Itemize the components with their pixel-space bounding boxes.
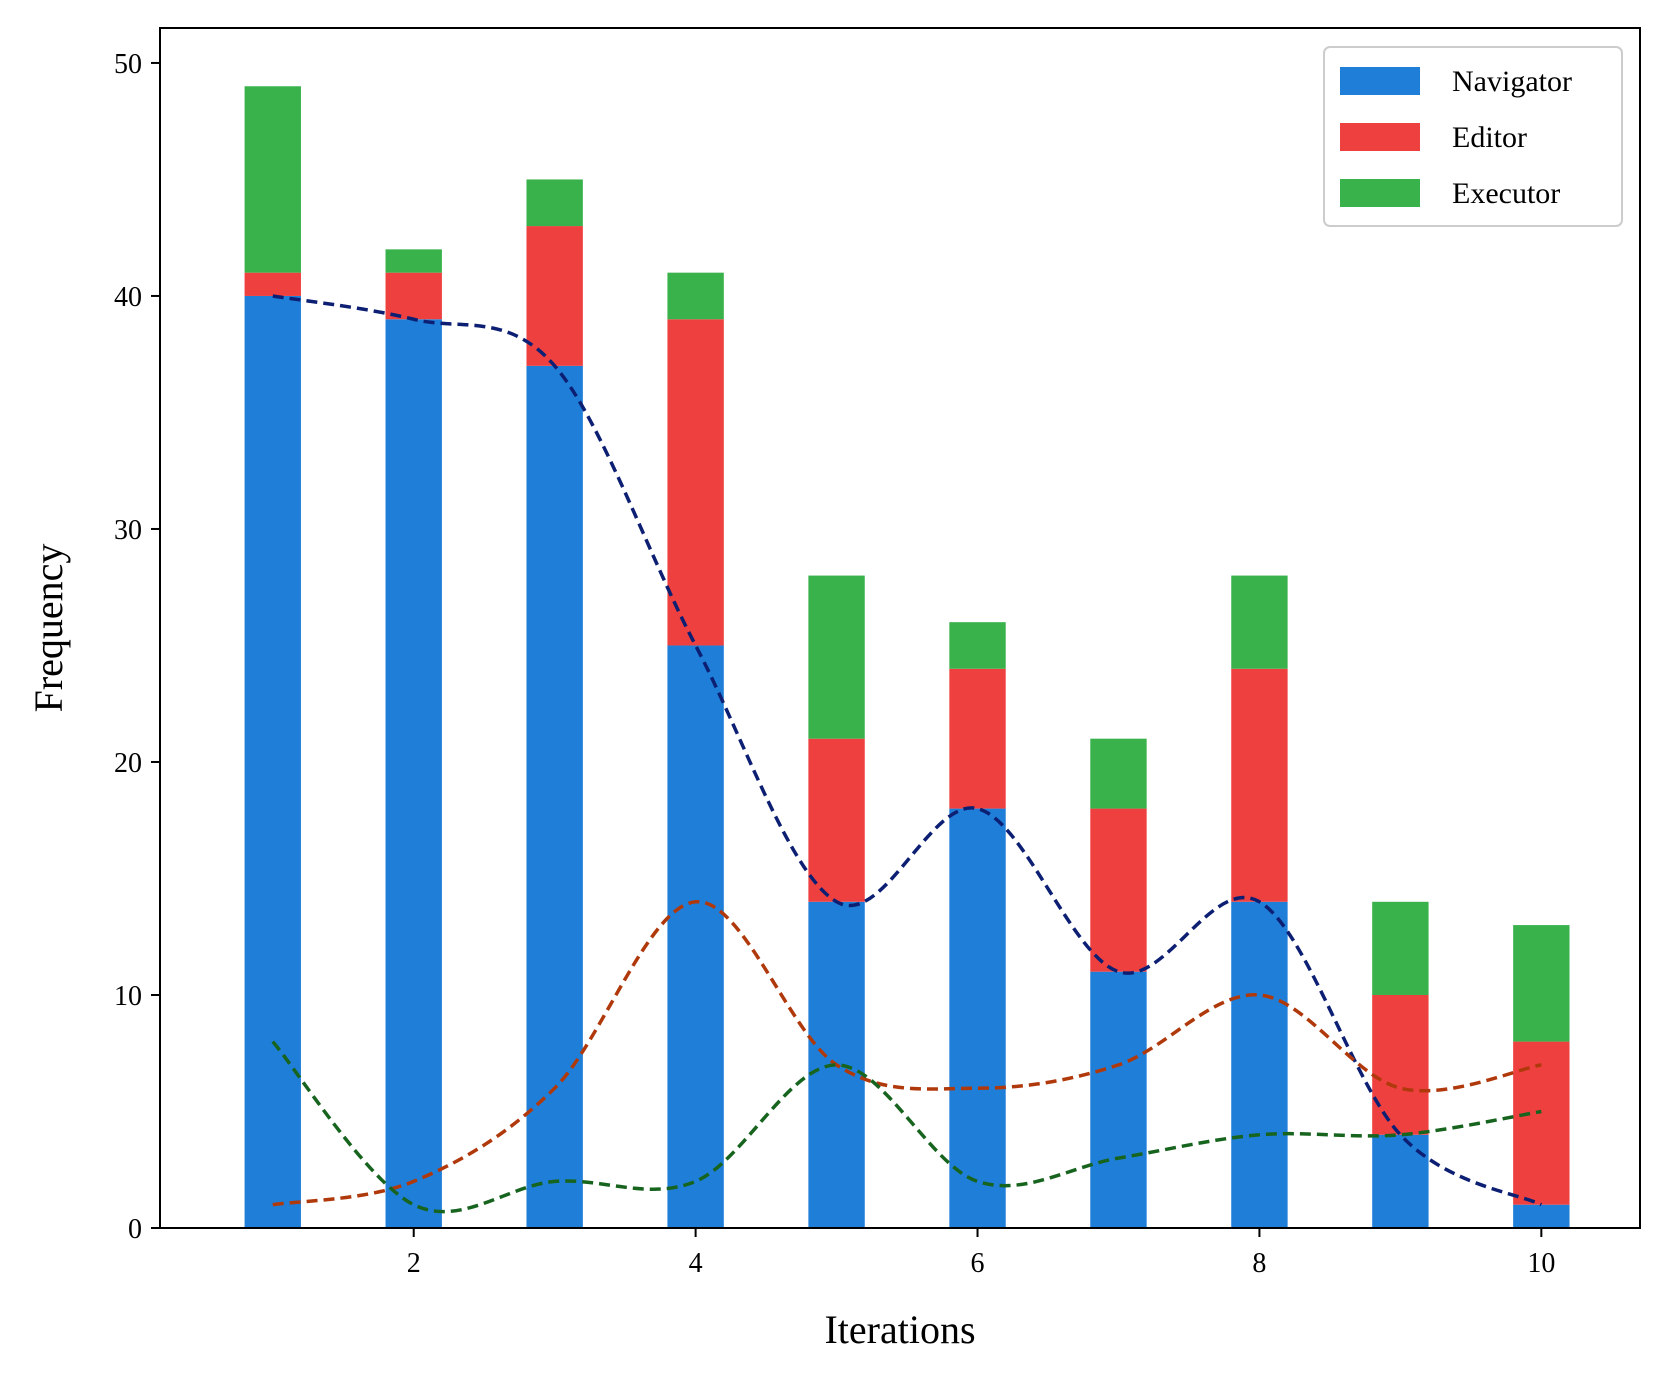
bar-editor-iter-8 [1231,668,1288,902]
bar-executor-iter-9 [1372,901,1429,995]
bar-editor-iter-1 [244,272,301,296]
y-tick-label: 20 [114,748,142,779]
bar-editor-iter-3 [526,226,583,366]
y-tick-label: 10 [114,981,142,1012]
trend-line-executor [271,1040,1542,1214]
bar-navigator-iter-2 [385,319,442,1228]
bar-editor-iter-2 [385,272,442,320]
x-tick-label: 4 [689,1248,703,1279]
legend-swatch-executor [1340,179,1420,207]
trend-lines-layer [271,294,1543,1214]
legend: Navigator Editor Executor [1323,46,1623,227]
legend-label-editor: Editor [1452,121,1527,154]
y-ticks: 0 10 20 30 40 50 [114,49,160,1245]
bar-executor-iter-10 [1513,925,1570,1042]
bar-editor-iter-6 [949,668,1006,809]
y-tick-label: 0 [128,1214,142,1245]
bar-navigator-iter-10 [1513,1204,1570,1228]
bar-editor-iter-5 [808,738,865,902]
bar-navigator-iter-1 [244,295,301,1228]
bar-executor-iter-5 [808,575,865,739]
bar-executor-iter-8 [1231,575,1288,669]
bar-editor-iter-9 [1372,994,1429,1135]
x-axis-title: Iterations [824,1307,975,1352]
bar-executor-iter-4 [667,272,724,320]
bar-editor-iter-4 [667,319,724,646]
bars-layer [244,86,1570,1228]
bar-navigator-iter-7 [1090,971,1147,1228]
bar-navigator-iter-9 [1372,1134,1429,1228]
legend-label-navigator: Navigator [1452,65,1572,98]
bar-executor-iter-6 [949,622,1006,669]
bar-navigator-iter-3 [526,365,583,1228]
x-tick-label: 8 [1252,1248,1266,1279]
bar-executor-iter-2 [385,249,442,273]
y-tick-label: 40 [114,282,142,313]
y-tick-label: 50 [114,49,142,80]
bar-editor-iter-7 [1090,808,1147,972]
legend-swatch-editor [1340,123,1420,151]
x-tick-label: 6 [971,1248,985,1279]
bar-executor-iter-3 [526,179,583,227]
axes-frame [159,27,1641,1229]
bar-executor-iter-7 [1090,738,1147,809]
bar-navigator-iter-6 [949,808,1006,1228]
x-tick-label: 2 [407,1248,421,1279]
bar-navigator-iter-4 [667,645,724,1228]
y-axis-title: Frequency [26,544,71,713]
y-tick-label: 30 [114,515,142,546]
bar-navigator-iter-8 [1231,901,1288,1228]
trend-line-navigator [272,294,1543,1207]
bar-executor-iter-1 [244,86,301,273]
legend-swatch-navigator [1340,67,1420,95]
legend-label-executor: Executor [1452,177,1560,210]
x-tick-label: 10 [1527,1248,1555,1279]
x-ticks: 2 4 6 8 10 [407,1228,1555,1279]
